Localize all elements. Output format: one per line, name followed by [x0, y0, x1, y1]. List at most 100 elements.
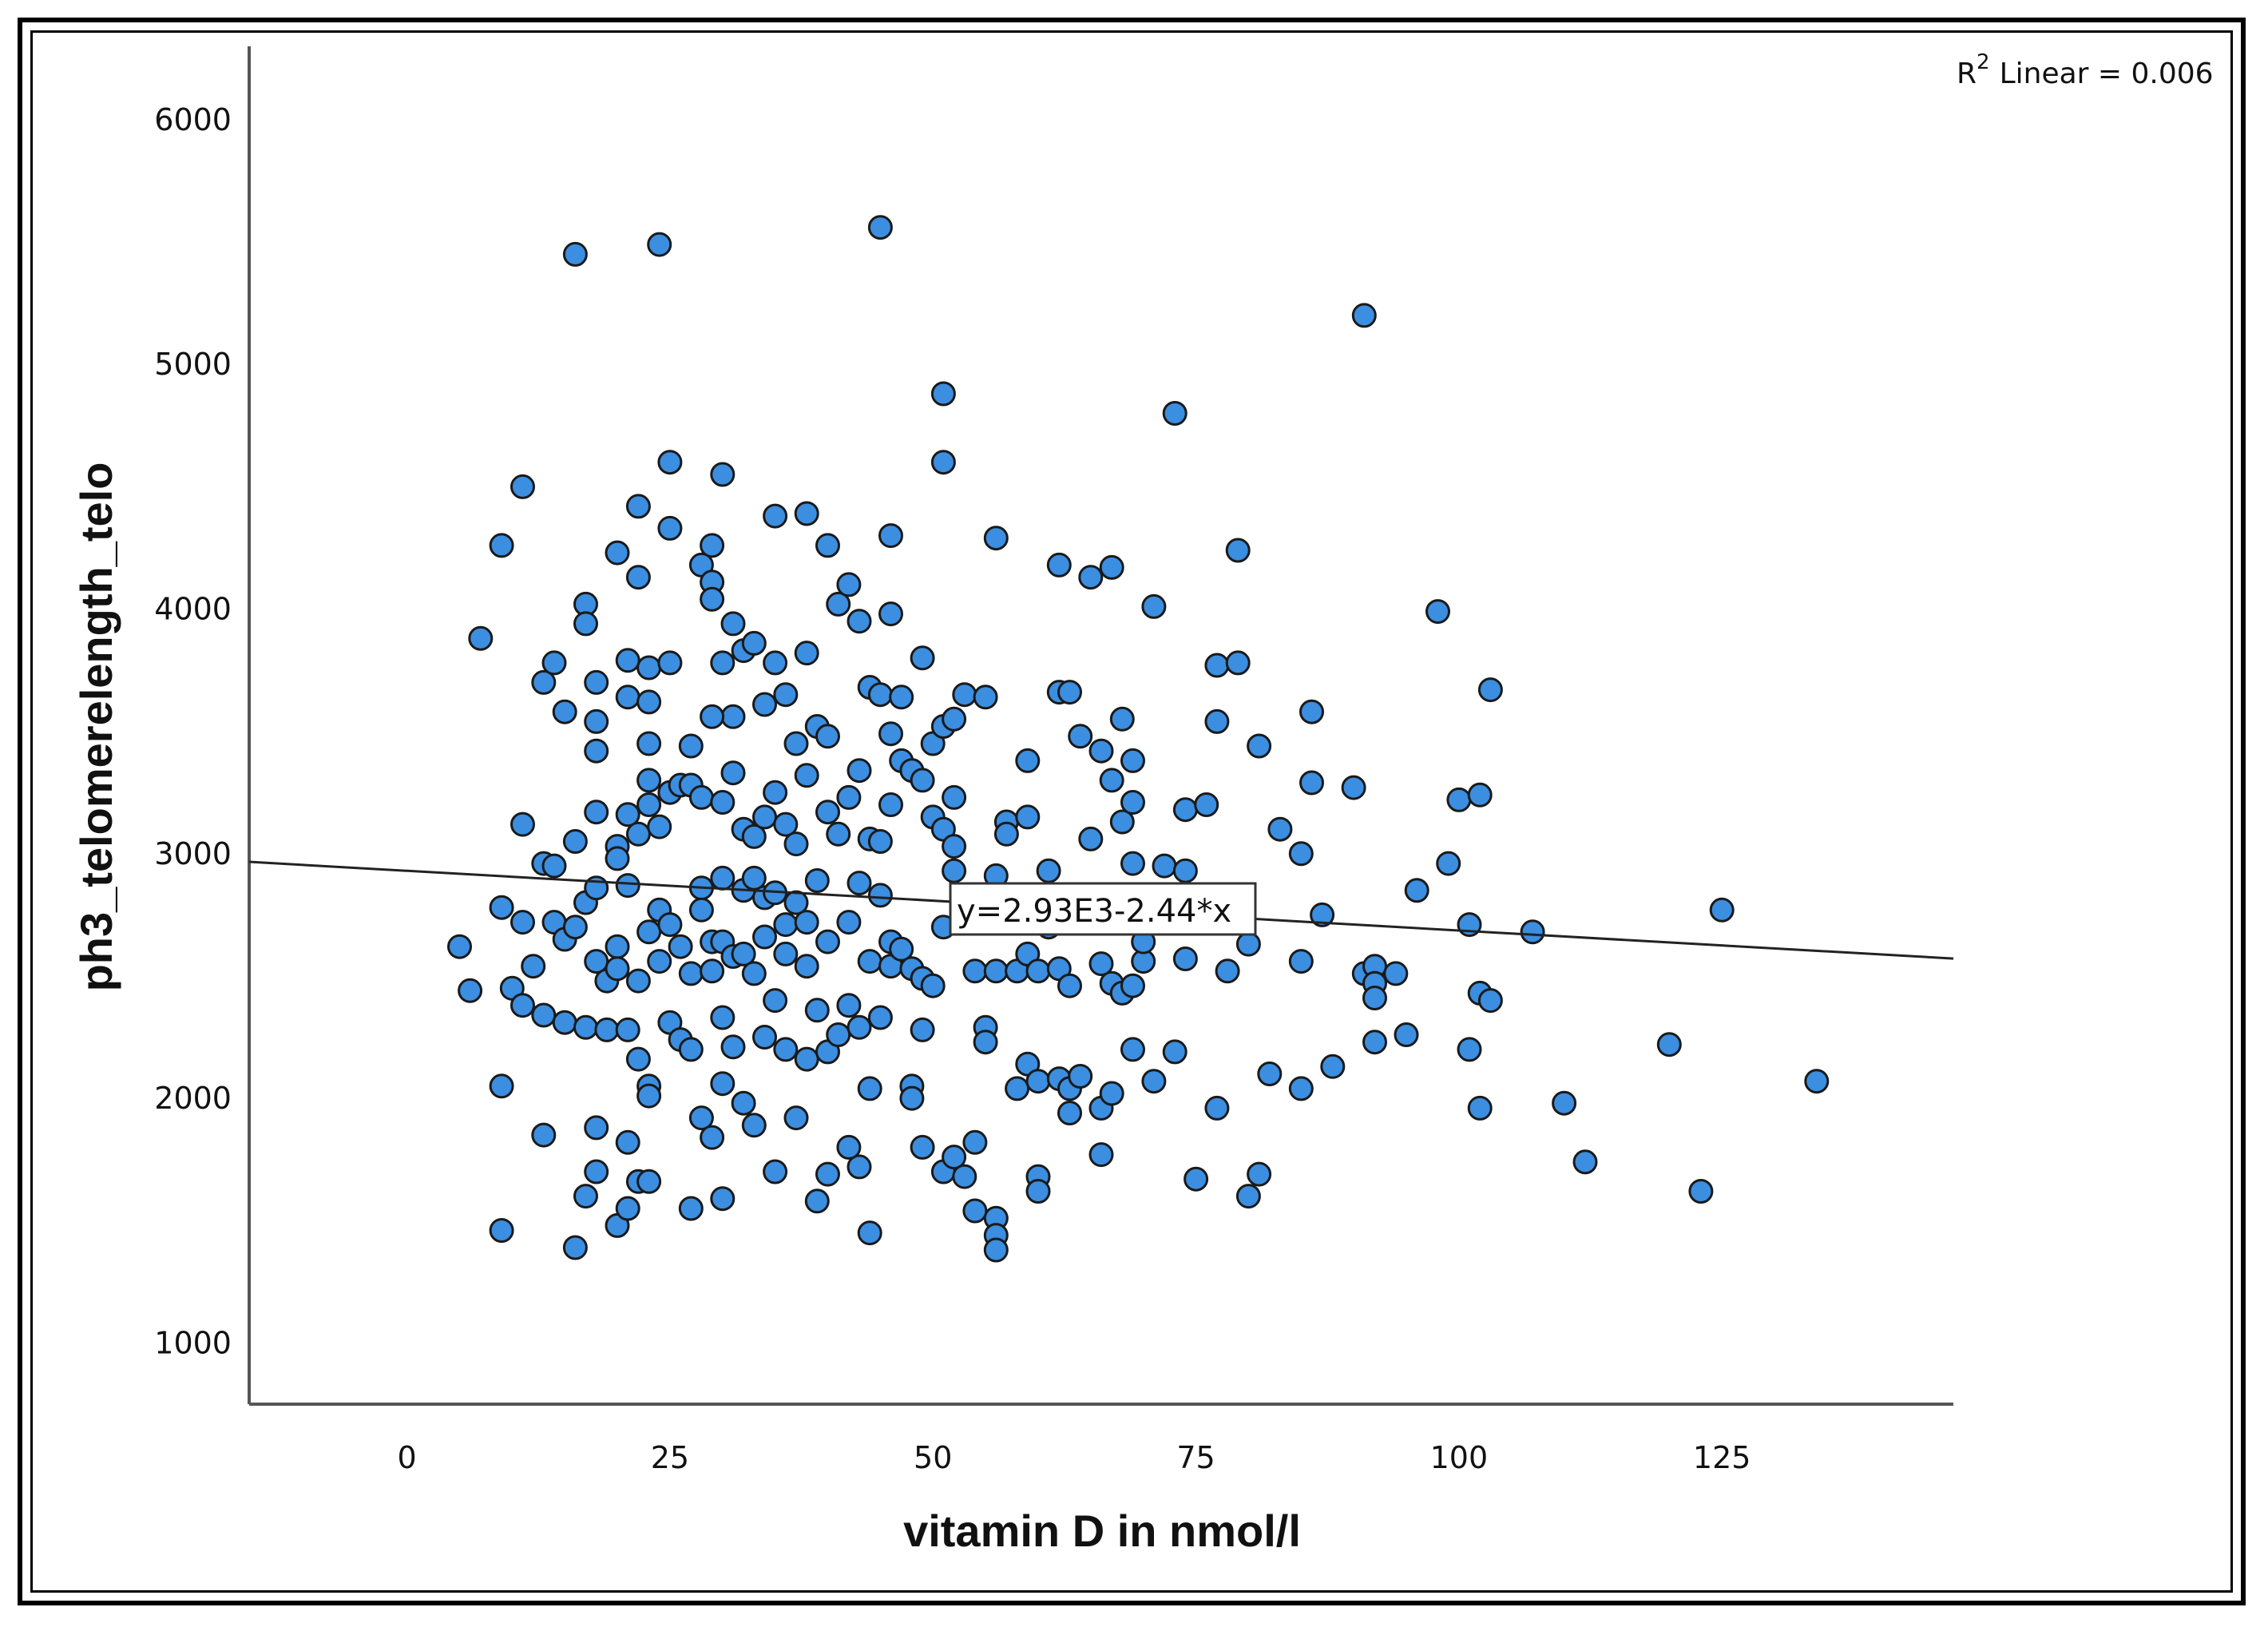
data-point [1109, 809, 1135, 835]
data-point [847, 1154, 872, 1180]
data-point [815, 800, 840, 825]
data-point [847, 758, 872, 784]
data-point [930, 450, 956, 475]
data-point [625, 968, 651, 994]
data-point [1025, 1179, 1051, 1204]
data-point [1288, 949, 1314, 974]
data-point [1152, 853, 1177, 879]
data-point [1225, 650, 1251, 676]
y-tick-label: 4000 [154, 592, 232, 627]
data-point [942, 784, 967, 810]
data-point [1383, 961, 1409, 986]
data-point [783, 831, 809, 857]
data-point [605, 540, 630, 565]
data-point [1036, 858, 1061, 883]
data-point [857, 1220, 882, 1246]
data-point [741, 961, 767, 986]
data-point [867, 1005, 893, 1030]
data-point [1404, 878, 1429, 903]
data-point [826, 1022, 851, 1047]
data-point [857, 949, 882, 974]
fit-line-group: y=2.93E3-2.44*x [248, 860, 1954, 960]
data-point [867, 829, 893, 854]
data-point [836, 993, 862, 1018]
data-point [489, 1073, 514, 1099]
y-axis-title: ph3_telomerelength_telo [71, 462, 121, 992]
data-point [741, 1113, 767, 1138]
data-point [1235, 1184, 1261, 1209]
data-point [962, 1198, 988, 1224]
data-point [636, 792, 662, 817]
x-tick-labels: 0 25 50 75 100 125 [397, 1440, 1751, 1475]
data-point [878, 601, 903, 627]
data-point [510, 993, 535, 1018]
data-point [973, 1030, 998, 1055]
data-point [867, 215, 893, 240]
data-point [510, 812, 535, 837]
data-point [752, 804, 777, 830]
data-point [1088, 738, 1114, 764]
data-point [910, 768, 935, 793]
data-point [815, 929, 840, 954]
data-point [783, 731, 809, 756]
data-point [983, 958, 1009, 984]
data-point [1225, 538, 1251, 563]
data-point [1099, 1081, 1124, 1106]
data-point [700, 586, 725, 612]
data-point [1120, 851, 1145, 876]
data-point [815, 533, 840, 558]
data-point [636, 1083, 662, 1109]
data-point [889, 936, 914, 962]
data-point [836, 572, 862, 597]
data-point [962, 958, 988, 984]
data-point [541, 853, 567, 879]
data-point [625, 821, 651, 847]
data-point [942, 706, 967, 732]
data-point [1141, 1069, 1167, 1094]
data-point [889, 685, 914, 710]
data-point [1257, 1062, 1283, 1086]
data-point [1015, 748, 1041, 773]
data-point [942, 1145, 967, 1170]
data-point [763, 780, 788, 805]
data-point [1247, 1161, 1272, 1187]
data-point [489, 895, 514, 920]
data-point [562, 829, 588, 854]
data-point [1572, 1149, 1598, 1175]
data-point [794, 763, 819, 788]
data-point [1688, 1179, 1714, 1204]
data-point [720, 1034, 746, 1060]
data-point [773, 1037, 799, 1062]
data-point [562, 1235, 588, 1260]
data-point [657, 650, 683, 676]
data-point [615, 873, 640, 899]
data-point [605, 956, 630, 982]
data-point [700, 704, 725, 729]
chart-frame-inner [30, 30, 2233, 1593]
data-point [773, 812, 799, 837]
data-point [710, 1005, 736, 1030]
data-point [636, 919, 662, 945]
data-point [657, 450, 683, 475]
data-point [573, 1014, 598, 1040]
data-point [1299, 770, 1324, 796]
data-point [489, 1218, 514, 1243]
data-point [700, 1125, 725, 1150]
data-point [763, 503, 788, 529]
data-point [826, 821, 851, 847]
data-point [531, 1122, 557, 1148]
data-point [625, 494, 651, 519]
data-point [720, 611, 746, 637]
data-point [1477, 677, 1503, 703]
data-point [1088, 951, 1114, 977]
data-point [910, 1134, 935, 1160]
y-tick-label: 2000 [154, 1081, 232, 1116]
data-point [1120, 1037, 1145, 1062]
data-point [731, 1090, 756, 1116]
data-point [794, 641, 819, 666]
data-point [878, 721, 903, 747]
data-point [468, 625, 494, 651]
data-point [1078, 565, 1104, 590]
data-point [1436, 851, 1461, 876]
